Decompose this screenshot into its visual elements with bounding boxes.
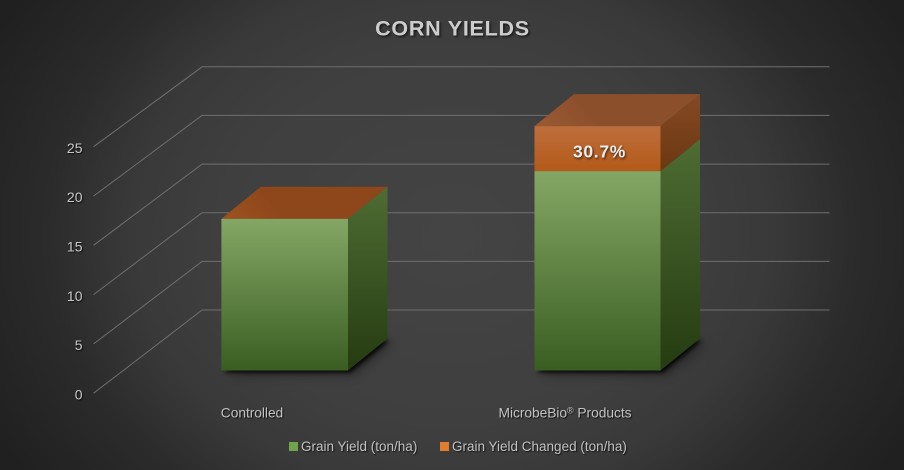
svg-text:0: 0 bbox=[75, 386, 83, 402]
svg-text:MicrobeBio® Products: MicrobeBio® Products bbox=[499, 405, 632, 421]
svg-text:Grain Yield (ton/ha): Grain Yield (ton/ha) bbox=[301, 439, 417, 454]
svg-text:CORN YIELDS: CORN YIELDS bbox=[375, 17, 530, 41]
svg-text:Grain Yield Changed (ton/ha): Grain Yield Changed (ton/ha) bbox=[452, 439, 627, 454]
svg-text:20: 20 bbox=[67, 189, 83, 205]
svg-text:5: 5 bbox=[75, 337, 83, 353]
svg-text:30.7%: 30.7% bbox=[573, 142, 626, 162]
svg-text:25: 25 bbox=[67, 140, 83, 156]
svg-text:Controlled: Controlled bbox=[221, 406, 283, 421]
svg-text:15: 15 bbox=[67, 238, 83, 254]
svg-text:10: 10 bbox=[67, 288, 83, 304]
